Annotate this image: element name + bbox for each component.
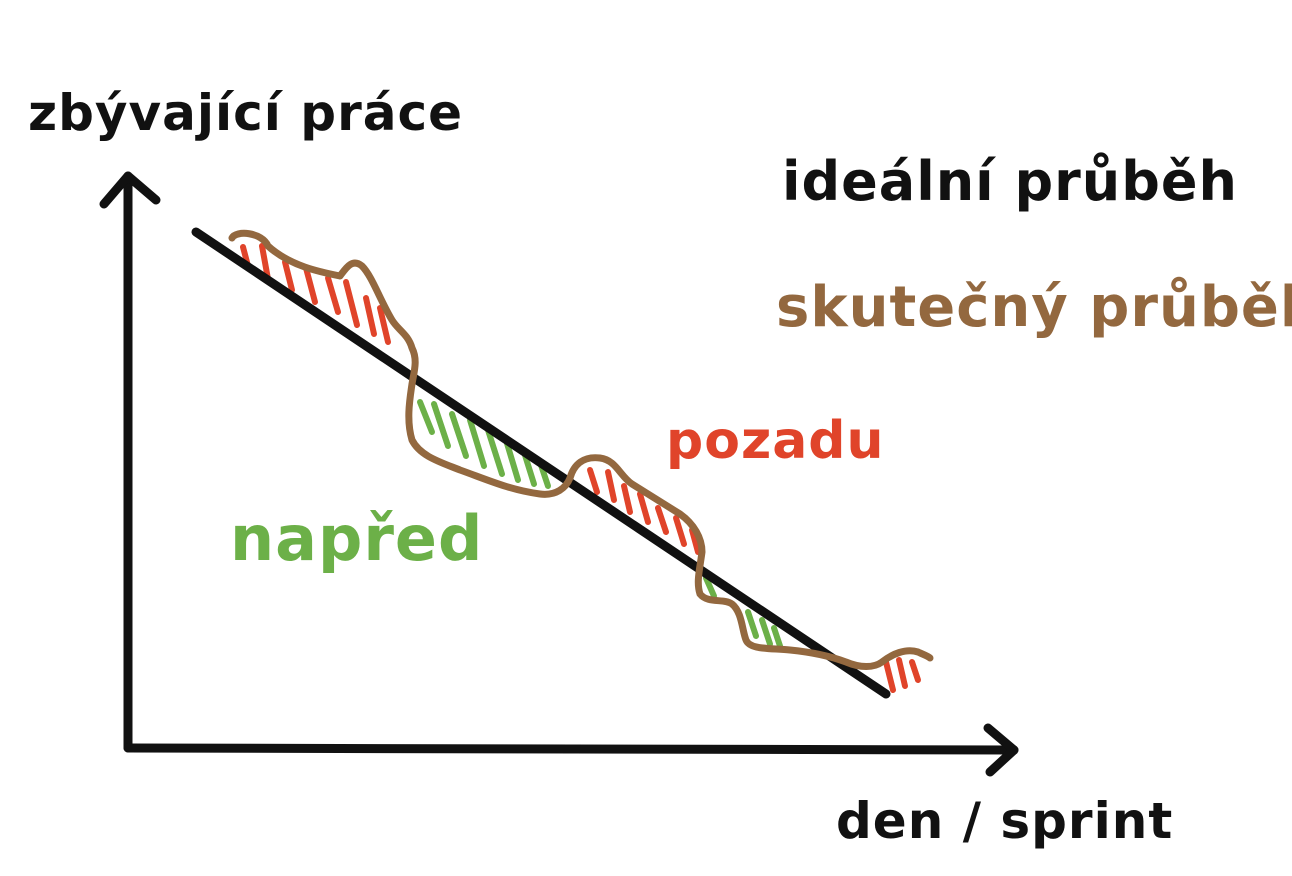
behind-hatching-1 bbox=[240, 243, 391, 345]
behind-label: pozadu bbox=[666, 411, 885, 471]
axes bbox=[99, 171, 1019, 777]
y-axis-label: zbývající práce bbox=[28, 84, 463, 142]
legend-ideal-label: ideální průběh bbox=[782, 150, 1238, 213]
ahead-label: napřed bbox=[230, 502, 483, 575]
x-axis-line bbox=[123, 743, 1019, 755]
behind-hatching-3 bbox=[883, 657, 921, 693]
actual-line bbox=[228, 229, 934, 670]
behind-hatching-2 bbox=[587, 467, 701, 555]
ahead-hatching-1 bbox=[417, 399, 551, 489]
x-axis-arrowhead bbox=[983, 723, 1019, 777]
x-axis-label: den / sprint bbox=[836, 792, 1173, 850]
ahead-hatching-2 bbox=[703, 575, 783, 649]
y-axis-arrowhead bbox=[99, 171, 161, 209]
legend-actual-label: skutečný průběh bbox=[776, 275, 1292, 340]
ideal-line bbox=[191, 227, 891, 699]
